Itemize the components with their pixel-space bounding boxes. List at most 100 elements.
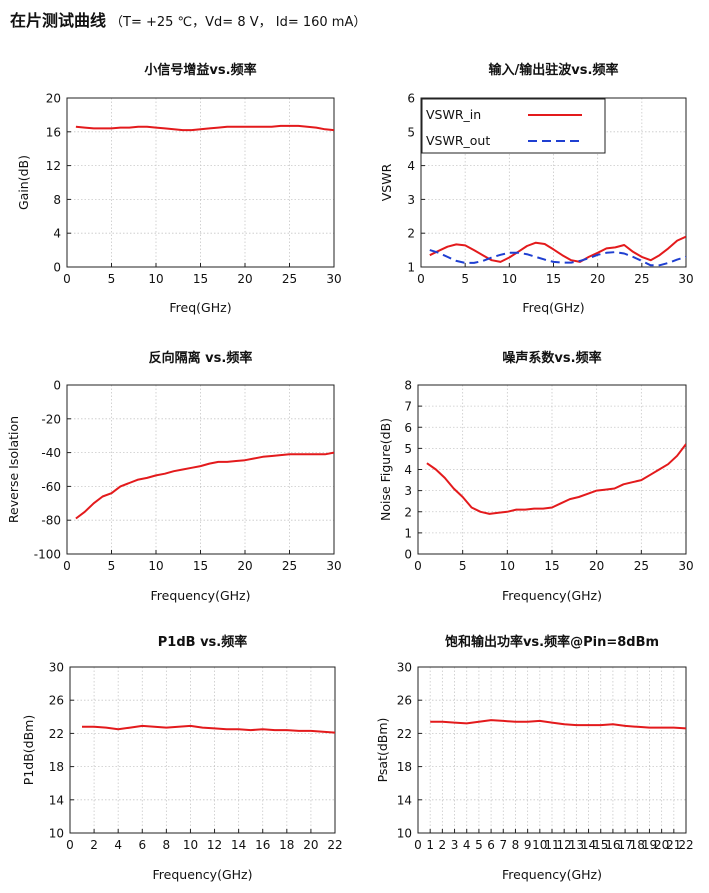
x-tick-label: 15 xyxy=(193,272,208,286)
x-tick-label: 5 xyxy=(108,559,116,573)
series-line-data xyxy=(430,719,686,730)
y-tick-label: -40 xyxy=(41,446,61,460)
y-axis-label: Gain(dB) xyxy=(16,155,31,210)
x-tick-label: 17 xyxy=(617,838,632,852)
x-tick-label: 6 xyxy=(487,838,495,852)
plot-frame xyxy=(69,666,336,834)
x-tick-label: 12 xyxy=(207,838,222,852)
y-tick-label: 3 xyxy=(407,193,415,207)
x-tick-label: 20 xyxy=(590,272,605,286)
page-title-main: 在片测试曲线 xyxy=(10,11,107,30)
x-tick-label: 5 xyxy=(108,272,116,286)
x-tick-label: 10 xyxy=(148,559,163,573)
x-tick-label: 20 xyxy=(654,838,669,852)
y-tick-label: 4 xyxy=(407,159,415,173)
x-tick-label: 5 xyxy=(461,272,469,286)
x-tick-label: 8 xyxy=(512,838,520,852)
y-tick-label: 0 xyxy=(53,261,61,275)
x-tick-label: 15 xyxy=(593,838,608,852)
legend: VSWR_in VSWR_out xyxy=(421,98,606,154)
y-tick-label: 0 xyxy=(53,379,61,393)
series-line-vswr-out xyxy=(429,249,686,267)
y-tick-label: 1 xyxy=(407,261,415,275)
x-tick-label: 18 xyxy=(279,838,294,852)
y-tick-label: 6 xyxy=(404,421,412,435)
x-tick-label: 30 xyxy=(678,559,693,573)
y-tick-label: 26 xyxy=(397,694,412,708)
y-tick-label: 5 xyxy=(404,442,412,456)
x-tick-label: 16 xyxy=(255,838,270,852)
series-line-vswr-in xyxy=(429,235,686,263)
y-tick-label: 7 xyxy=(404,400,412,414)
y-tick-label: 8 xyxy=(404,379,412,393)
x-tick-label: 20 xyxy=(303,838,318,852)
chart-title: 饱和输出功率vs.频率@Pin=8dBm xyxy=(444,634,659,650)
y-tick-label: 18 xyxy=(397,760,412,774)
y-axis-label: Psat(dBm) xyxy=(375,718,390,783)
x-tick-label: 20 xyxy=(237,559,252,573)
chart-vswr: 输入/输出驻波vs.频率 0 5 10 15 20 25 30 1 2 3 4 5 6 Freq(GHz) V… xyxy=(354,50,709,335)
x-tick-label: 19 xyxy=(642,838,657,852)
x-tick-label: 4 xyxy=(114,838,122,852)
legend-box xyxy=(421,98,606,154)
y-tick-label: 8 xyxy=(53,193,61,207)
chart-noise: 噪声系数vs.频率 0 5 10 15 20 25 30 0 1 2 3 4 5 6 7 8 Frequency(… xyxy=(354,338,709,613)
x-axis-label: Freq(GHz) xyxy=(169,300,231,315)
x-tick-label: 0 xyxy=(63,272,71,286)
grid xyxy=(418,385,686,554)
x-tick-label: 6 xyxy=(138,838,146,852)
x-tick-label: 14 xyxy=(231,838,246,852)
x-axis-label: Frequency(GHz) xyxy=(151,588,251,603)
x-tick-label: 10 xyxy=(502,272,517,286)
y-tick-label: 30 xyxy=(49,661,64,675)
x-tick-label: 10 xyxy=(532,838,547,852)
x-tick-label: 30 xyxy=(678,272,693,286)
x-axis-label: Frequency(GHz) xyxy=(153,867,253,882)
x-tick-label: 0 xyxy=(417,272,425,286)
x-tick-label: 0 xyxy=(414,838,422,852)
series-line-data xyxy=(75,451,334,520)
series-line-data xyxy=(75,124,334,132)
chart-title: 输入/输出驻波vs.频率 xyxy=(489,62,619,78)
y-tick-label: 10 xyxy=(397,827,412,841)
x-tick-label: 10 xyxy=(183,838,198,852)
x-tick-label: 5 xyxy=(459,559,467,573)
chart-noise-svg: 噪声系数vs.频率 0 5 10 15 20 25 30 0 1 2 3 4 5 6 7 8 Frequency(… xyxy=(378,350,694,603)
x-axis-label: Frequency(GHz) xyxy=(502,588,602,603)
x-tick-label: 8 xyxy=(163,838,171,852)
y-tick-label: 18 xyxy=(49,760,64,774)
chart-title: 小信号增益vs.频率 xyxy=(144,62,256,78)
x-tick-label: 16 xyxy=(605,838,620,852)
y-tick-label: 10 xyxy=(49,827,64,841)
x-tick-label: 15 xyxy=(193,559,208,573)
x-tick-label: 30 xyxy=(326,272,341,286)
x-tick-label: 10 xyxy=(500,559,515,573)
x-tick-label: 0 xyxy=(63,559,71,573)
chart-isolation: 反向隔离 vs.频率 0 5 10 15 20 25 30 -100 -80 -60 -40 -20 0 F… xyxy=(0,338,354,613)
legend-label: VSWR_out xyxy=(426,133,490,148)
y-tick-label: 22 xyxy=(397,727,412,741)
chart-p1db-svg: P1dB vs.频率 0 2 4 6 8 10 12 14 16 18 20 22 10 14 18 22 26 3… xyxy=(21,634,343,882)
x-tick-label: 3 xyxy=(451,838,459,852)
x-tick-label: 14 xyxy=(581,838,596,852)
x-tick-label: 30 xyxy=(326,559,341,573)
y-tick-label: -20 xyxy=(41,412,61,426)
x-tick-label: 12 xyxy=(557,838,572,852)
y-tick-label: 0 xyxy=(404,548,412,562)
x-tick-label: 7 xyxy=(499,838,507,852)
y-tick-label: 14 xyxy=(397,793,412,807)
y-tick-label: 16 xyxy=(46,125,61,139)
y-tick-label: 2 xyxy=(404,505,412,519)
chart-psat: 饱和输出功率vs.频率@Pin=8dBm 0 1 2 3 4 5 6 7 8 9 10 11 12 13 14… xyxy=(354,620,709,890)
grid xyxy=(67,98,334,267)
x-tick-label: 25 xyxy=(634,272,649,286)
y-tick-label: 20 xyxy=(46,92,61,106)
x-tick-label: 2 xyxy=(90,838,98,852)
page-title: 在片测试曲线 （T= +25 ℃，Vd= 8 V， Id= 160 mA） xyxy=(10,7,366,31)
x-tick-label: 20 xyxy=(237,272,252,286)
y-tick-label: 12 xyxy=(46,159,61,173)
x-tick-label: 5 xyxy=(475,838,483,852)
y-tick-label: 26 xyxy=(49,694,64,708)
x-tick-label: 15 xyxy=(546,272,561,286)
chart-p1db: P1dB vs.频率 0 2 4 6 8 10 12 14 16 18 20 22 10 14 18 22 26 3… xyxy=(0,620,354,890)
